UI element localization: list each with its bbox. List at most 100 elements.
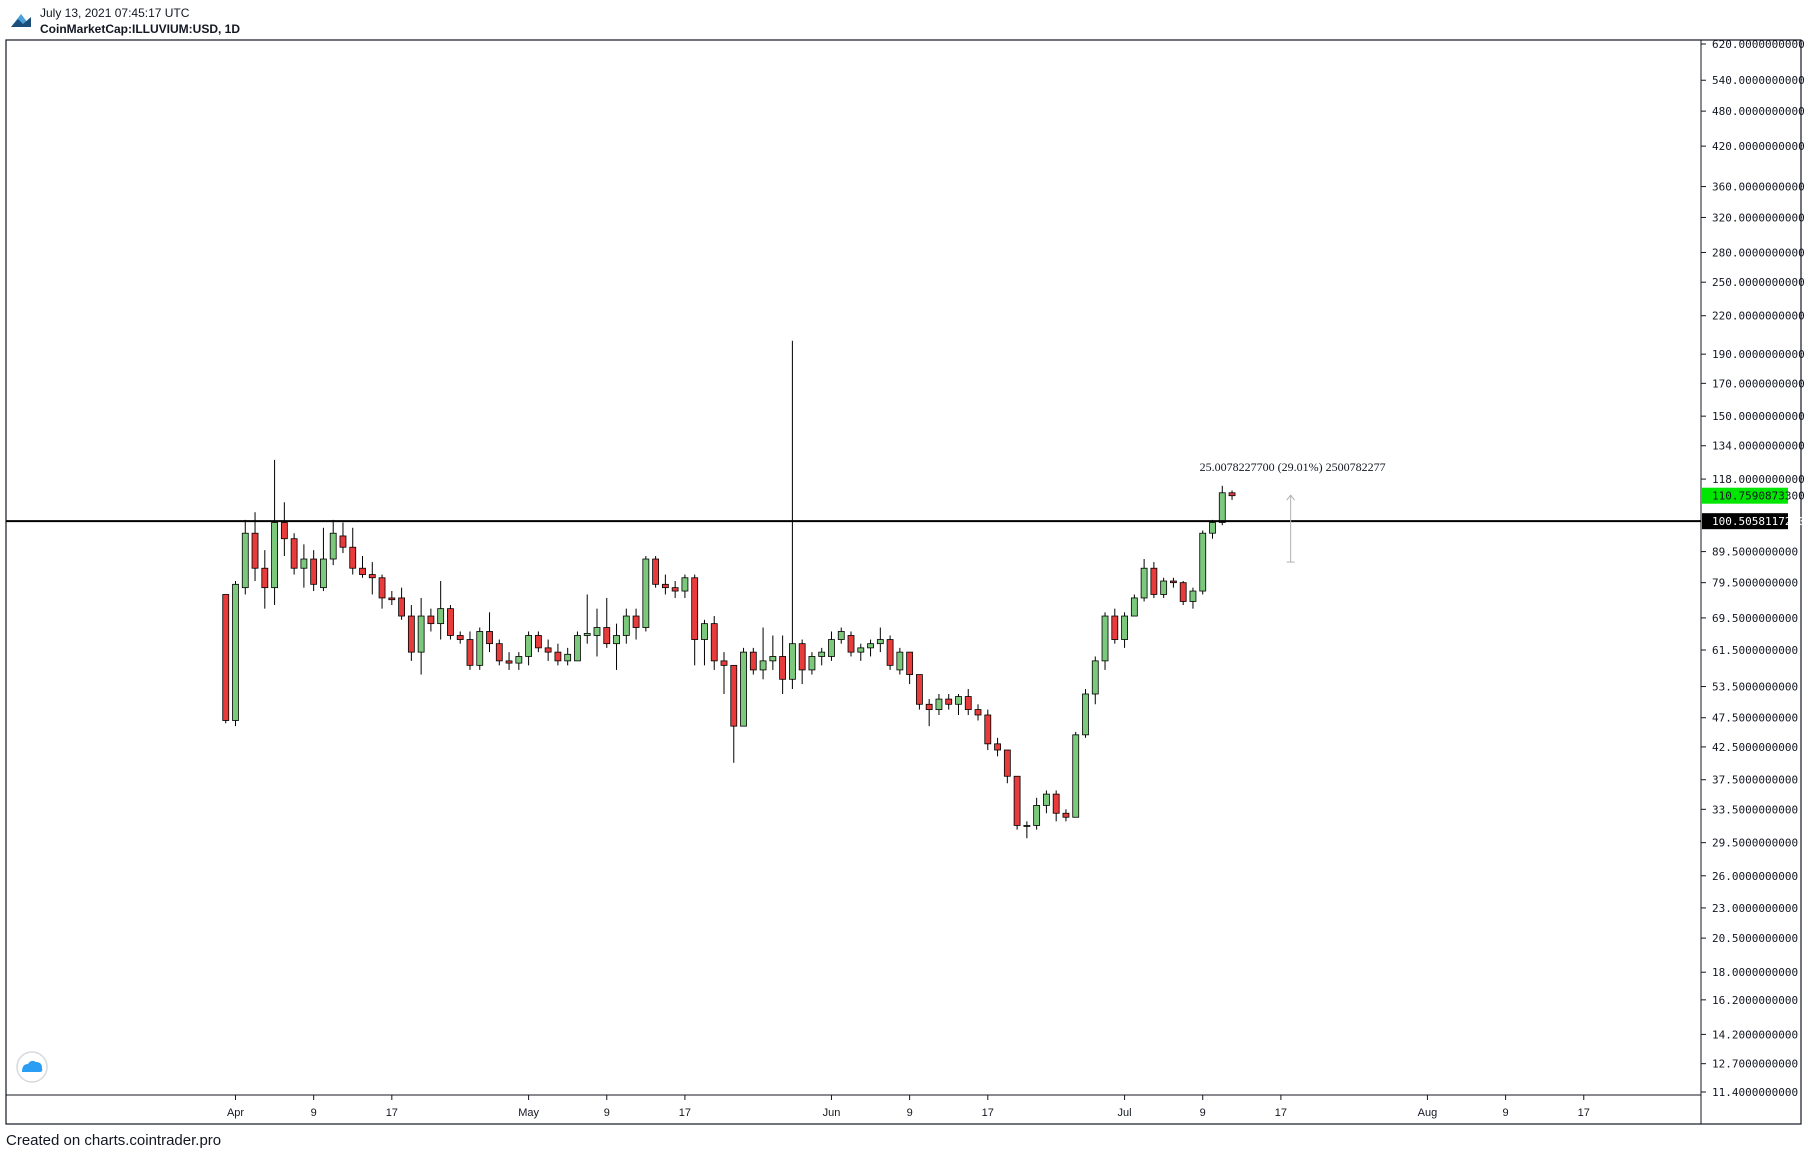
candle-body <box>818 651 826 657</box>
candle-body <box>622 615 630 636</box>
cloud-icon <box>22 1060 43 1072</box>
candle-body <box>1033 805 1041 826</box>
y-tick-label: 220.0000000000 <box>1712 310 1805 323</box>
candle-body <box>320 558 327 589</box>
candle-body <box>1228 492 1236 497</box>
candle-body <box>642 558 650 628</box>
candle-bullish <box>1121 612 1128 648</box>
y-tick-label: 47.5000000000 <box>1712 712 1798 725</box>
candle-body <box>1189 590 1197 602</box>
candle-bearish <box>456 631 464 644</box>
candle-body <box>388 597 396 601</box>
last-price-tag-label: 110.7590873300 <box>1712 490 1805 503</box>
candle-bearish <box>749 647 757 675</box>
candle-body <box>339 535 347 548</box>
candle-bearish <box>661 574 669 595</box>
candle-body <box>857 647 865 653</box>
candle-bullish <box>681 574 689 598</box>
price-axis[interactable]: 620.0000000000 540.0000000000 480.00000000… <box>1701 38 1805 1099</box>
candle-bullish <box>622 608 630 644</box>
candle-body <box>1130 597 1138 617</box>
candle-bullish <box>1023 821 1031 839</box>
cointrader-logo-icon <box>11 14 31 27</box>
candle-bearish <box>652 556 660 588</box>
time-axis[interactable]: Apr 9 17 May 9 17 Jun 9 17 Jul 9 17 Aug 9 17 <box>227 1095 1590 1119</box>
candle-bearish <box>720 652 728 694</box>
candle-body <box>407 615 415 653</box>
line-price-tag <box>1702 513 1788 530</box>
candle-bullish <box>1043 790 1050 814</box>
candle-bullish <box>564 647 572 666</box>
footer-credit: Created on charts.cointrader.pro <box>6 1132 222 1149</box>
candle-body <box>241 532 249 589</box>
price-tags: 110.7590873300 100.5058117200 <box>1702 487 1805 530</box>
candle-bullish <box>417 597 425 675</box>
candle-bullish <box>593 608 601 657</box>
x-tick-label: 9 <box>1503 1107 1509 1119</box>
candle-body <box>583 633 591 636</box>
tradingview-watermark[interactable] <box>16 1051 48 1083</box>
x-tick-label: May <box>518 1107 539 1119</box>
x-tick-label: 9 <box>604 1107 610 1119</box>
candle-bullish <box>857 643 865 661</box>
x-tick-label: Jun <box>823 1107 841 1119</box>
candlestick-chart[interactable]: 620.0000000000 540.0000000000 480.00000000… <box>0 0 1806 1130</box>
candle-body <box>593 627 601 636</box>
candle-bearish <box>466 631 474 670</box>
candle-bullish <box>955 693 962 715</box>
candle-bullish <box>329 519 337 566</box>
candle-body <box>544 647 552 653</box>
candle-bullish <box>769 635 777 670</box>
candle-body <box>955 696 962 705</box>
last-price-tag <box>1702 487 1788 504</box>
measure-tool[interactable]: 25.0078227700 (29.01%) 2500782277 <box>1200 460 1386 563</box>
candle-body <box>603 627 611 645</box>
candle-bearish <box>222 594 230 724</box>
x-tick-label: 17 <box>1578 1107 1590 1119</box>
candle-bearish <box>486 612 493 653</box>
candle-bullish <box>574 631 581 662</box>
x-tick-label: 9 <box>1200 1107 1206 1119</box>
y-tick-label: 280.0000000000 <box>1712 246 1805 259</box>
chart-timestamp: July 13, 2021 07:45:17 UTC <box>40 6 190 20</box>
candle-body <box>945 698 953 705</box>
y-tick-label: 250.0000000000 <box>1712 276 1805 289</box>
candle-body <box>1043 793 1050 806</box>
y-tick-label: 170.0000000000 <box>1712 377 1805 390</box>
candle-bearish <box>495 639 503 666</box>
y-tick-label: 20.5000000000 <box>1712 932 1798 945</box>
candle-bullish <box>788 340 796 689</box>
candle-bullish <box>701 619 708 666</box>
candle-bearish <box>359 556 366 578</box>
candle-bearish <box>1228 490 1236 500</box>
candle-body <box>359 567 366 575</box>
candle-bullish <box>1209 519 1216 539</box>
measure-label: 25.0078227700 (29.01%) 2500782277 <box>1200 460 1386 474</box>
candle-body <box>417 615 425 653</box>
y-tick-label: 79.5000000000 <box>1712 577 1798 590</box>
candle-bullish <box>1130 594 1138 617</box>
candle-body <box>652 558 660 585</box>
candle-bullish <box>1160 577 1168 598</box>
candle-bearish <box>974 704 982 721</box>
candle-body <box>925 703 933 710</box>
y-tick-label: 11.4000000000 <box>1712 1086 1798 1099</box>
candle-bullish <box>896 647 904 675</box>
candle-body <box>759 660 767 671</box>
candle-bullish <box>1199 530 1207 595</box>
candle-bullish <box>867 639 874 657</box>
candle-bearish <box>994 737 1001 757</box>
candle-body <box>1091 660 1099 695</box>
candle-bearish <box>1003 749 1011 784</box>
candle-body <box>1101 615 1109 662</box>
candle-body <box>554 651 562 662</box>
y-tick-label: 420.0000000000 <box>1712 140 1805 153</box>
candle-bearish <box>407 605 415 661</box>
candle-bearish <box>1052 790 1060 822</box>
candle-bearish <box>847 631 855 657</box>
candle-body <box>1003 749 1011 777</box>
candle-bullish <box>740 647 747 727</box>
candle-bullish <box>828 631 835 661</box>
candle-bearish <box>368 562 376 595</box>
candle-body <box>280 522 288 540</box>
